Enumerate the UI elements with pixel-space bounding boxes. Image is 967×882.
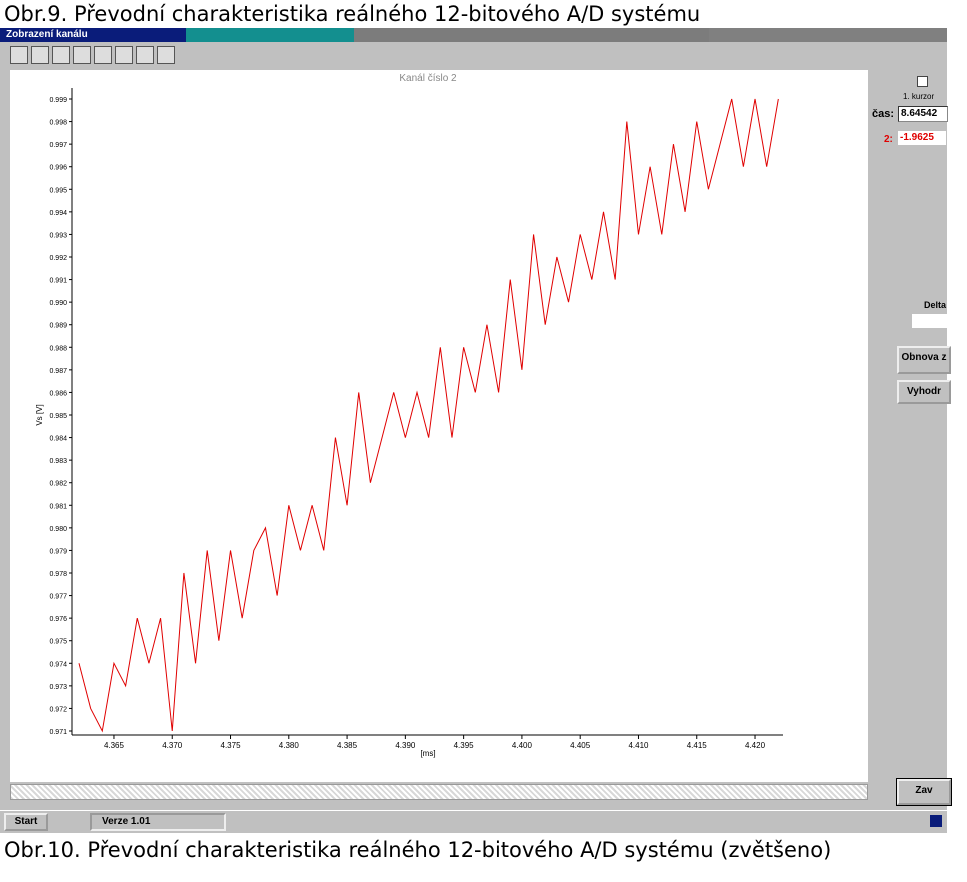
chart: Kanál číslo 2 Vs [V] [ms] 0.971 0.972 0.97… bbox=[10, 70, 868, 782]
toolbar bbox=[10, 46, 182, 64]
data-line bbox=[78, 98, 779, 733]
y-tick-label: 0.994 bbox=[49, 210, 67, 217]
x-tick-label: 4.380 bbox=[279, 741, 300, 750]
y-tick-label: 0.978 bbox=[49, 571, 67, 578]
y-tick-label: 0.993 bbox=[49, 232, 67, 239]
tool-button[interactable] bbox=[10, 46, 28, 64]
taskbar: Start Verze 1.01 bbox=[0, 810, 947, 833]
y-tick-label: 0.987 bbox=[49, 368, 67, 375]
time-value: 8.64542 bbox=[898, 106, 948, 122]
caption: Obr.10. Převodní charakteristika reálnéh… bbox=[4, 838, 832, 862]
tool-button[interactable] bbox=[115, 46, 133, 64]
y-tick-label: 0.988 bbox=[49, 345, 67, 352]
evaluate-button[interactable]: Vyhodr bbox=[897, 380, 951, 404]
y-tick-label: 0.999 bbox=[49, 97, 67, 104]
cursor-label: 1. kurzor bbox=[903, 92, 935, 101]
y-tick-label: 0.998 bbox=[49, 120, 67, 127]
y-tick-label: 0.989 bbox=[49, 323, 67, 330]
window-title: Zobrazení kanálu bbox=[6, 29, 88, 40]
x-tick-label: 4.390 bbox=[395, 741, 416, 750]
scrollbar[interactable] bbox=[10, 784, 868, 800]
y-tick-label: 0.995 bbox=[49, 187, 67, 194]
y-tick-label: 0.976 bbox=[49, 616, 67, 623]
y-tick-label: 0.977 bbox=[49, 594, 67, 601]
y-tick-label: 0.974 bbox=[49, 661, 67, 668]
tool-button[interactable] bbox=[136, 46, 154, 64]
y-tick-label: 0.990 bbox=[49, 300, 67, 307]
y-tick-label: 0.979 bbox=[49, 548, 67, 555]
y-tick-label: 0.992 bbox=[49, 255, 67, 262]
y-tick-label: 0.996 bbox=[49, 165, 67, 172]
y-tick-label: 0.986 bbox=[49, 390, 67, 397]
x-tick-label: 4.420 bbox=[745, 741, 766, 750]
y-axis-label: Vs [V] bbox=[35, 404, 44, 425]
time-label: čas: bbox=[872, 108, 895, 120]
y-tick-label: 0.972 bbox=[49, 706, 67, 713]
x-tick-label: 4.365 bbox=[104, 741, 125, 750]
x-tick-label: 4.385 bbox=[337, 741, 358, 750]
tool-button[interactable] bbox=[157, 46, 175, 64]
y-tick-label: 0.997 bbox=[49, 142, 67, 149]
delta-label: Delta bbox=[924, 300, 947, 310]
tray-icon bbox=[930, 815, 942, 827]
y-tick-label: 0.981 bbox=[49, 503, 67, 510]
x-tick-label: 4.410 bbox=[628, 741, 649, 750]
channel-value: -1.9625 bbox=[898, 131, 946, 145]
task-button[interactable]: Verze 1.01 bbox=[90, 813, 226, 831]
tool-button[interactable] bbox=[52, 46, 70, 64]
y-tick-label: 0.991 bbox=[49, 278, 67, 285]
x-tick-label: 4.395 bbox=[454, 741, 475, 750]
close-button[interactable]: Zav bbox=[896, 778, 952, 806]
y-tick-label: 0.982 bbox=[49, 481, 67, 488]
y-tick-label: 0.983 bbox=[49, 458, 67, 465]
channel-label: 2: bbox=[884, 134, 893, 145]
checkbox[interactable] bbox=[917, 76, 928, 87]
tool-button[interactable] bbox=[31, 46, 49, 64]
y-tick-label: 0.980 bbox=[49, 526, 67, 533]
y-tick-label: 0.985 bbox=[49, 413, 67, 420]
y-tick-label: 0.971 bbox=[49, 729, 67, 736]
x-tick-label: 4.405 bbox=[570, 741, 591, 750]
refresh-button[interactable]: Obnova z bbox=[897, 346, 951, 374]
x-tick-label: 4.400 bbox=[512, 741, 533, 750]
x-tick-label: 4.375 bbox=[221, 741, 242, 750]
x-tick-label: 4.415 bbox=[687, 741, 708, 750]
chart-title: Kanál číslo 2 bbox=[399, 73, 457, 84]
x-axis-label: [ms] bbox=[420, 749, 435, 758]
delta-field[interactable] bbox=[912, 314, 947, 328]
y-tick-label: 0.975 bbox=[49, 639, 67, 646]
tool-button[interactable] bbox=[94, 46, 112, 64]
caption: Obr.9. Převodní charakteristika reálného… bbox=[4, 2, 701, 26]
y-tick-label: 0.984 bbox=[49, 436, 67, 443]
x-tick-label: 4.370 bbox=[162, 741, 183, 750]
title-bar: Zobrazení kanálu bbox=[0, 28, 947, 42]
y-tick-label: 0.973 bbox=[49, 684, 67, 691]
tool-button[interactable] bbox=[73, 46, 91, 64]
start-button[interactable]: Start bbox=[4, 813, 48, 831]
